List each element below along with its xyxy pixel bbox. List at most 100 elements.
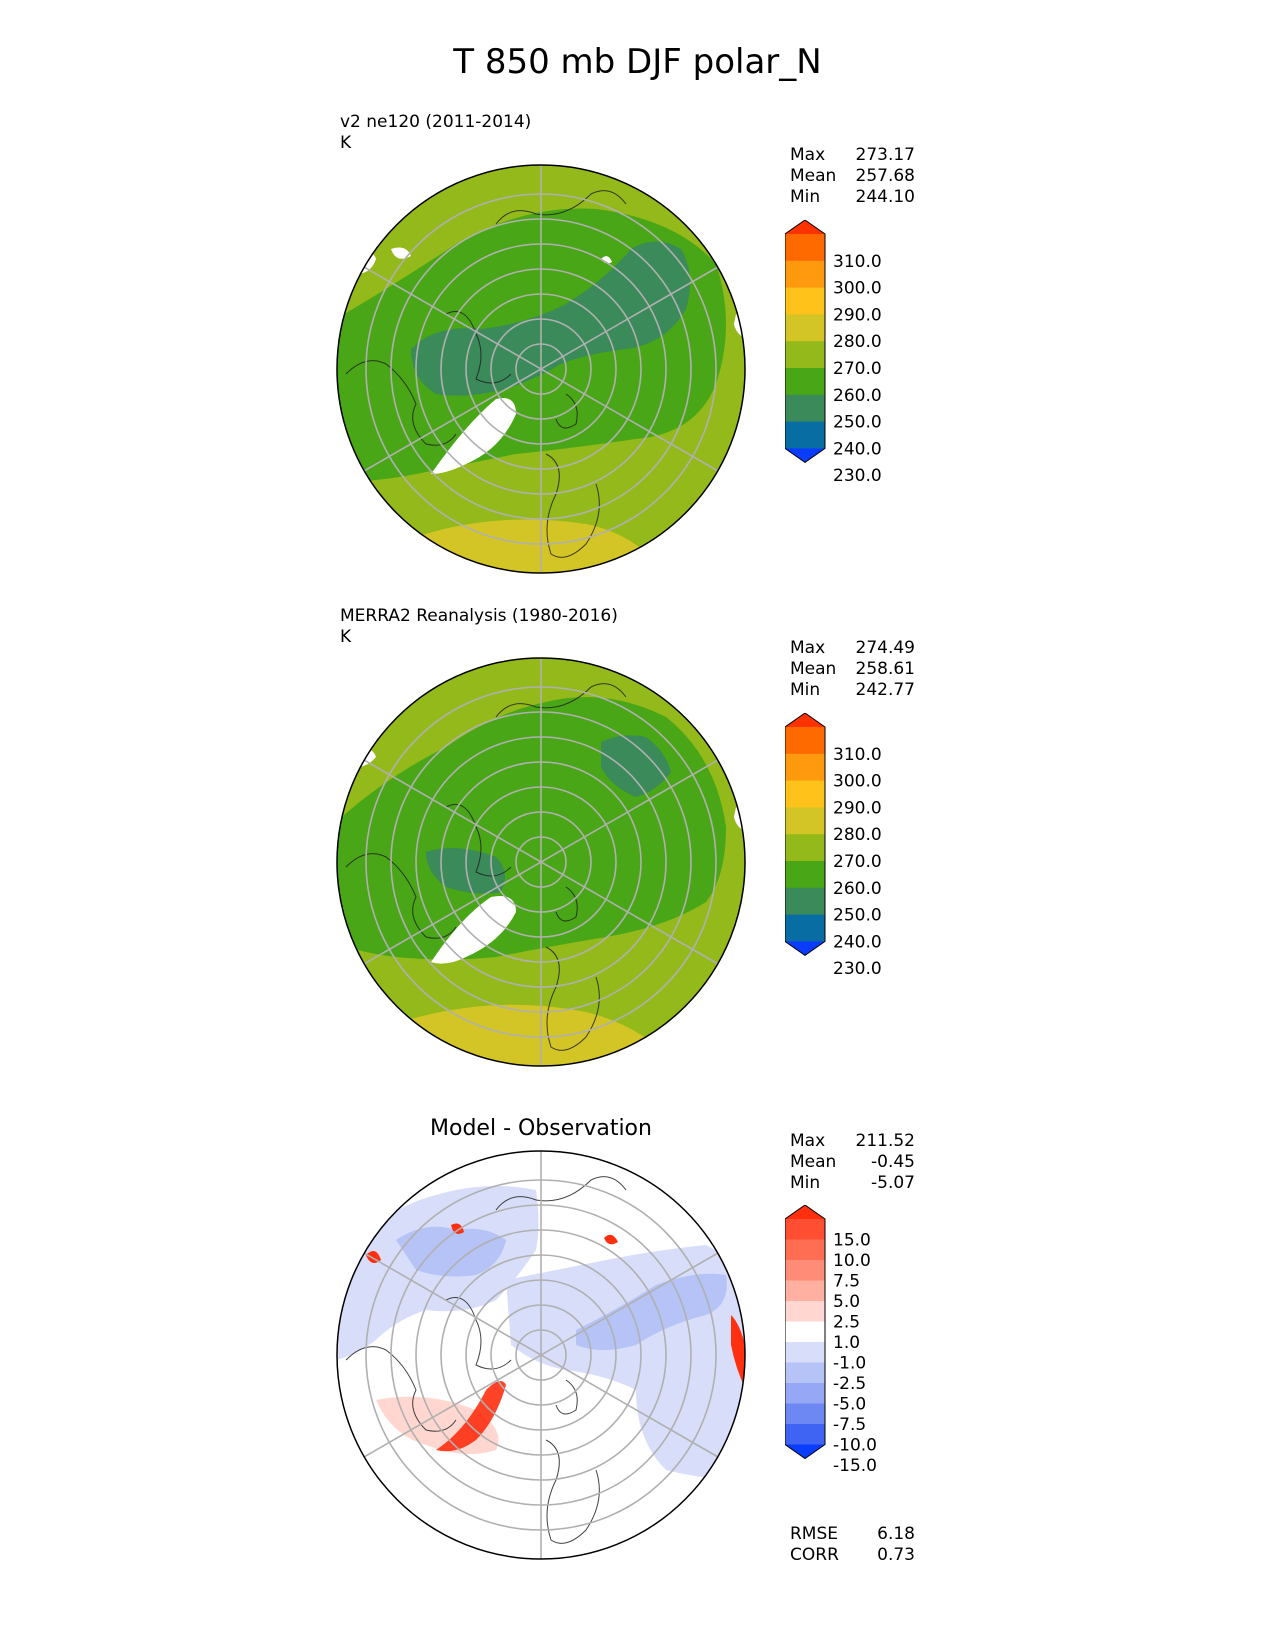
- fill-pos-greenland: [436, 1381, 506, 1452]
- colorbar-bin: [785, 1280, 825, 1302]
- colorbar-bin: [785, 234, 825, 262]
- panel2-stats: Max 274.49 Mean 258.61 Min 242.77: [790, 638, 915, 701]
- colorbar-bin: [785, 1342, 825, 1363]
- colorbar-tick-label: 310.0: [833, 745, 882, 765]
- stat-label: Max: [790, 145, 826, 165]
- figure-title: T 850 mb DJF polar_N: [453, 42, 822, 82]
- stat-label: Min: [790, 187, 821, 207]
- colorbar-extend-min: [785, 941, 825, 956]
- colorbar-tick-label: 280.0: [833, 825, 882, 845]
- stat-label: Mean: [790, 1152, 837, 1172]
- colorbar-tick-label: 1.0: [833, 1333, 860, 1353]
- fill-250-west: [426, 848, 505, 894]
- stat-label: Mean: [790, 659, 837, 679]
- colorbar-bin: [785, 1239, 825, 1261]
- colorbar-bin: [785, 394, 825, 423]
- graticule: [363, 165, 719, 573]
- colorbar-bin: [785, 1362, 825, 1384]
- coastlines: [345, 1176, 627, 1544]
- colorbar-bin: [785, 421, 825, 449]
- stat-value: 273.17: [855, 145, 915, 165]
- fill-pos-spot-2: [451, 1223, 464, 1234]
- stat-value: 211.52: [855, 1131, 915, 1151]
- fill-pos-spot-3: [604, 1234, 618, 1245]
- colorbar-extend-min: [785, 448, 825, 463]
- colorbar-tick-label: 270.0: [833, 359, 882, 379]
- panel3-colorbar: 15.010.07.55.02.51.0-1.0-2.5-5.0-7.5-10.…: [785, 1205, 877, 1476]
- colorbar-bin: [785, 780, 825, 808]
- colorbar-tick-label: 230.0: [833, 959, 882, 979]
- panel2-colorbar: 310.0 300.0 290.0 280.0 270.0 260.0 250.0 240.0…: [785, 713, 882, 979]
- panel3-title: Model - Observation: [430, 1116, 652, 1141]
- colorbar-tick-label: 300.0: [833, 772, 882, 792]
- metric-label: RMSE: [790, 1524, 839, 1544]
- panel1-colorbar: 310.0 300.0 290.0 280.0 270.0 260.0 250.0 240.0…: [785, 220, 882, 486]
- fill-pos-east-edge: [731, 1315, 745, 1390]
- fill-250-north: [601, 735, 671, 797]
- metric-value: 0.73: [877, 1545, 915, 1565]
- colorbar-bin: [785, 1383, 825, 1404]
- panel2-units: K: [340, 627, 352, 647]
- fill-neg-west-strong: [396, 1226, 506, 1277]
- coastlines: [345, 683, 627, 1051]
- panel1-title: v2 ne120 (2011-2014) K: [340, 112, 531, 154]
- colorbar-bin: [785, 287, 825, 315]
- colorbar-tick-label: -10.0: [833, 1436, 877, 1456]
- colorbar-bin: [785, 1321, 825, 1343]
- colorbar-bin: [785, 1301, 825, 1322]
- colorbar-bin: [785, 807, 825, 835]
- colorbar-extend-max: [785, 1205, 825, 1219]
- graticule: [363, 658, 719, 1066]
- colorbar-tick-label: 240.0: [833, 932, 882, 952]
- coastlines: [345, 190, 627, 558]
- panel3-diff-map: [336, 1150, 746, 1560]
- metric-value: 6.18: [877, 1524, 915, 1544]
- stat-label: Mean: [790, 166, 837, 186]
- colorbar-tick-label: 280.0: [833, 332, 882, 352]
- colorbar-tick-label: 5.0: [833, 1292, 860, 1312]
- colorbar-tick-label: -15.0: [833, 1456, 877, 1476]
- greenland-mask: [431, 398, 516, 474]
- colorbar-bin: [785, 861, 825, 889]
- colorbar-bin: [785, 368, 825, 396]
- colorbar-tick-label: 230.0: [833, 466, 882, 486]
- colorbar-tick-label: 260.0: [833, 386, 882, 406]
- map-boundary: [336, 164, 746, 574]
- colorbar-tick-label: 250.0: [833, 906, 882, 926]
- stat-label: Min: [790, 680, 821, 700]
- colorbar-tick-label: 290.0: [833, 305, 882, 325]
- stat-value: 274.49: [855, 638, 915, 658]
- colorbar-outline: [785, 713, 826, 957]
- graticule: [363, 1151, 719, 1559]
- colorbar-outline: [785, 1205, 826, 1460]
- colorbar-tick-label: 240.0: [833, 439, 882, 459]
- stat-value: -5.07: [871, 1173, 915, 1193]
- colorbar-bin: [785, 1219, 825, 1240]
- stat-value: 257.68: [855, 166, 915, 186]
- colorbar-tick-label: -7.5: [833, 1415, 866, 1435]
- colorbar-tick-label: 2.5: [833, 1313, 860, 1333]
- stat-label: Min: [790, 1173, 821, 1193]
- colorbar-bin: [785, 314, 825, 342]
- stat-value: 244.10: [855, 187, 915, 207]
- greenland-mask: [431, 896, 516, 964]
- colorbar-bin: [785, 1403, 825, 1425]
- colorbar-bin: [785, 834, 825, 862]
- colorbar-tick-label: 310.0: [833, 252, 882, 272]
- colorbar-tick-label: -1.0: [833, 1354, 866, 1374]
- colorbar-bin: [785, 1424, 825, 1445]
- colorbar-tick-label: 300.0: [833, 279, 882, 299]
- colorbar-tick-label: 290.0: [833, 798, 882, 818]
- mask-2: [391, 247, 411, 259]
- panel1-polar-map: [336, 164, 746, 574]
- map-boundary: [336, 1150, 746, 1560]
- stat-value: 242.77: [855, 680, 915, 700]
- stat-value: 258.61: [855, 659, 915, 679]
- colorbar-extend-max: [785, 713, 825, 727]
- stat-label: Max: [790, 638, 826, 658]
- panel2-polar-map: [336, 657, 746, 1067]
- colorbar-extend-max: [785, 220, 825, 234]
- colorbar-bin: [785, 914, 825, 942]
- panel3-stats: Max 211.52 Mean -0.45 Min -5.07: [790, 1131, 915, 1194]
- colorbar-bin: [785, 887, 825, 916]
